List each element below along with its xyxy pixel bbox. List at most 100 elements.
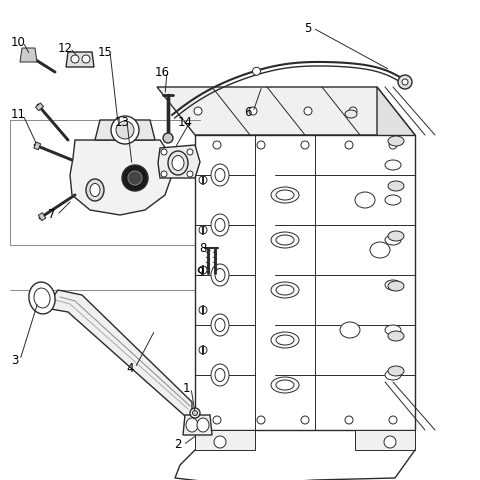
Ellipse shape <box>211 214 229 236</box>
Polygon shape <box>355 430 415 450</box>
Circle shape <box>389 416 397 424</box>
Ellipse shape <box>211 264 229 286</box>
Text: 5: 5 <box>304 22 312 35</box>
Circle shape <box>249 107 257 115</box>
Ellipse shape <box>276 335 294 345</box>
Circle shape <box>257 416 265 424</box>
Ellipse shape <box>276 235 294 245</box>
Text: 11: 11 <box>11 108 25 121</box>
Circle shape <box>304 107 312 115</box>
Ellipse shape <box>276 285 294 295</box>
Text: 2: 2 <box>174 439 182 452</box>
Ellipse shape <box>211 164 229 186</box>
Circle shape <box>384 436 396 448</box>
Circle shape <box>190 408 200 418</box>
Circle shape <box>194 107 202 115</box>
Text: 8: 8 <box>199 241 207 254</box>
Ellipse shape <box>388 281 404 291</box>
Ellipse shape <box>385 370 401 380</box>
Ellipse shape <box>388 366 404 376</box>
Polygon shape <box>36 103 44 111</box>
Polygon shape <box>195 135 415 430</box>
Polygon shape <box>66 52 94 67</box>
Ellipse shape <box>90 183 100 196</box>
Circle shape <box>122 165 148 191</box>
Ellipse shape <box>385 235 401 245</box>
Text: 9: 9 <box>196 265 204 278</box>
Ellipse shape <box>271 187 299 203</box>
Circle shape <box>345 141 353 149</box>
Circle shape <box>257 141 265 149</box>
Ellipse shape <box>355 192 375 208</box>
Circle shape <box>161 149 167 155</box>
Circle shape <box>398 75 412 89</box>
Ellipse shape <box>271 377 299 393</box>
Ellipse shape <box>197 418 209 432</box>
Ellipse shape <box>29 282 55 314</box>
Polygon shape <box>20 48 37 62</box>
Polygon shape <box>183 415 212 435</box>
Ellipse shape <box>388 331 404 341</box>
Polygon shape <box>195 430 255 450</box>
Circle shape <box>128 171 142 185</box>
Circle shape <box>345 416 353 424</box>
Ellipse shape <box>215 319 225 332</box>
Ellipse shape <box>370 242 390 258</box>
Ellipse shape <box>385 280 401 290</box>
Circle shape <box>163 133 173 143</box>
Circle shape <box>199 226 207 234</box>
Text: 15: 15 <box>97 46 112 59</box>
Circle shape <box>161 171 167 177</box>
Ellipse shape <box>276 380 294 390</box>
Circle shape <box>214 436 226 448</box>
Circle shape <box>213 141 221 149</box>
Circle shape <box>199 306 207 314</box>
Circle shape <box>301 141 309 149</box>
Ellipse shape <box>215 218 225 231</box>
Ellipse shape <box>271 332 299 348</box>
Circle shape <box>82 55 90 63</box>
Ellipse shape <box>345 110 357 118</box>
Text: 7: 7 <box>48 208 56 221</box>
Ellipse shape <box>215 168 225 181</box>
Circle shape <box>187 149 193 155</box>
Circle shape <box>252 67 261 75</box>
Text: 13: 13 <box>115 116 130 129</box>
Polygon shape <box>45 290 192 428</box>
Polygon shape <box>377 87 415 430</box>
Ellipse shape <box>276 190 294 200</box>
Circle shape <box>301 416 309 424</box>
Ellipse shape <box>215 268 225 281</box>
Ellipse shape <box>168 151 188 175</box>
Text: 3: 3 <box>12 353 19 367</box>
Circle shape <box>187 171 193 177</box>
Ellipse shape <box>271 282 299 298</box>
Circle shape <box>349 107 357 115</box>
Ellipse shape <box>385 325 401 335</box>
Ellipse shape <box>215 369 225 382</box>
Ellipse shape <box>211 314 229 336</box>
Circle shape <box>192 410 197 416</box>
Circle shape <box>402 79 408 85</box>
Polygon shape <box>38 213 46 221</box>
Text: 10: 10 <box>11 36 25 48</box>
Ellipse shape <box>211 364 229 386</box>
Ellipse shape <box>34 288 50 308</box>
Ellipse shape <box>388 136 404 146</box>
Circle shape <box>71 55 79 63</box>
Circle shape <box>199 266 207 274</box>
Polygon shape <box>34 142 41 150</box>
Circle shape <box>199 346 207 354</box>
Text: 12: 12 <box>58 41 72 55</box>
Ellipse shape <box>388 181 404 191</box>
Polygon shape <box>95 120 155 140</box>
Ellipse shape <box>86 179 104 201</box>
Text: 6: 6 <box>244 106 252 119</box>
Circle shape <box>389 141 397 149</box>
Circle shape <box>111 116 139 144</box>
Ellipse shape <box>340 322 360 338</box>
Polygon shape <box>70 140 172 215</box>
Circle shape <box>116 121 134 139</box>
Polygon shape <box>158 145 200 178</box>
Ellipse shape <box>172 156 184 170</box>
